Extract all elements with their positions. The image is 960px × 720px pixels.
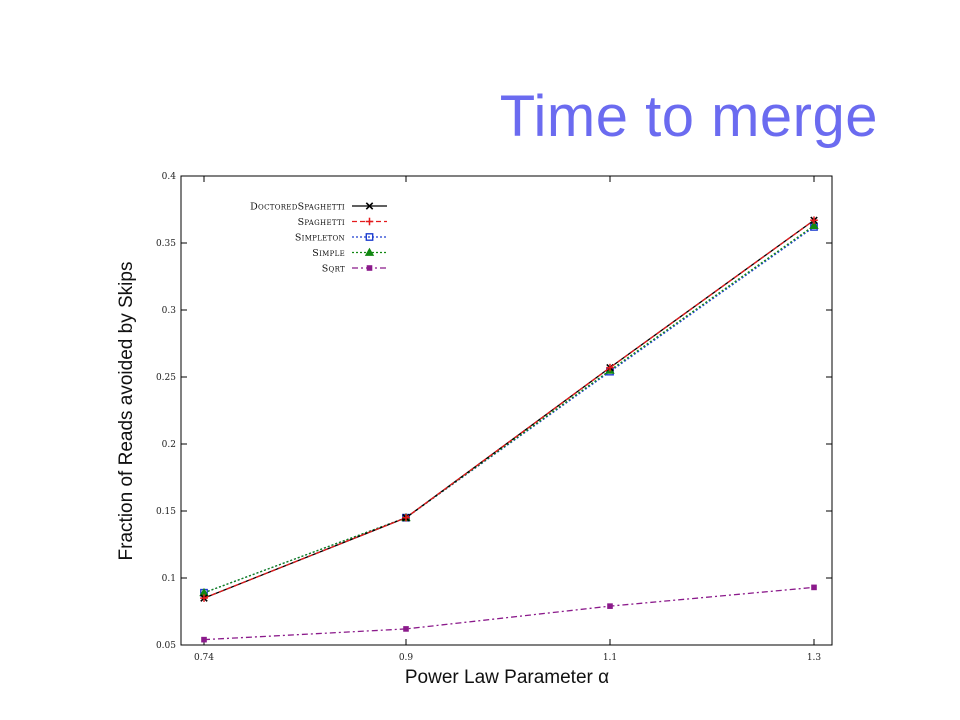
legend-entry-simpleton: Simpleton [295,233,387,244]
data-point-sqrt [607,603,613,609]
x-tick-label: 0.74 [194,653,214,663]
series-line-spaghetti [203,219,815,599]
slide-title: Time to merge [499,84,878,149]
series-lines [199,216,819,643]
x-tick-label: 1.1 [603,653,617,663]
legend-label: Sqrt [322,264,345,275]
legend-label: Simple [312,248,345,259]
y-tick-label: 0.05 [156,641,176,651]
legend-marker [365,202,374,210]
legend-label: Simpleton [295,233,345,244]
y-tick-label: 0.1 [162,574,176,584]
data-point-spaghetti [810,216,818,225]
plot-frame [180,175,833,646]
data-point-spaghetti [402,513,410,522]
legend-label: DoctoredSpaghetti [250,202,345,213]
series-line-simpleton [203,226,815,594]
legend-marker [366,265,373,271]
y-axis-label: Fraction of Reads avoided by Skips [116,262,137,561]
y-tick-label: 0.3 [162,306,177,316]
series-line-doctoredspaghetti [203,219,815,599]
x-tick-label: 1.3 [807,653,822,663]
data-point-sqrt [201,636,207,643]
legend-entry-spaghetti: Spaghetti [298,217,387,228]
data-point-sqrt [811,584,817,591]
axis-ticks: 0.05 0.1 0.15 0.2 0.25 0.3 0.35 0.4 0.74 0.9 1.1 1.… [156,172,832,663]
series-simpleton [200,223,818,597]
x-axis-label: Power Law Parameter α [405,667,609,688]
legend-label: Spaghetti [298,217,345,228]
legend-marker [365,233,374,241]
legend-marker [365,217,374,226]
data-point-spaghetti [200,594,208,602]
series-sqrt [201,584,817,643]
series-simple [199,220,819,597]
y-tick-label: 0.2 [162,440,176,450]
legend-entry-sqrt: Sqrt [322,264,387,275]
y-tick-label: 0.35 [156,239,176,249]
y-tick-label: 0.15 [156,507,176,517]
data-point-simple [809,220,819,229]
legend-marker [364,247,375,256]
series-doctoredspaghetti [200,216,818,602]
data-point-spaghetti [606,363,614,372]
legend-entry-simple: Simple [312,247,387,259]
y-tick-label: 0.25 [156,373,176,383]
data-point-sqrt [403,626,409,632]
series-spaghetti [200,216,818,602]
x-tick-label: 0.9 [399,653,414,663]
y-tick-label: 0.4 [162,172,177,182]
legend-entry-doctoredspaghetti: DoctoredSpaghetti [250,202,387,213]
series-line-sqrt [203,586,815,641]
plot-border [180,175,833,646]
legend: DoctoredSpaghetti Spaghetti Simpleton Simpl… [250,202,387,275]
series-line-simple [203,225,815,594]
